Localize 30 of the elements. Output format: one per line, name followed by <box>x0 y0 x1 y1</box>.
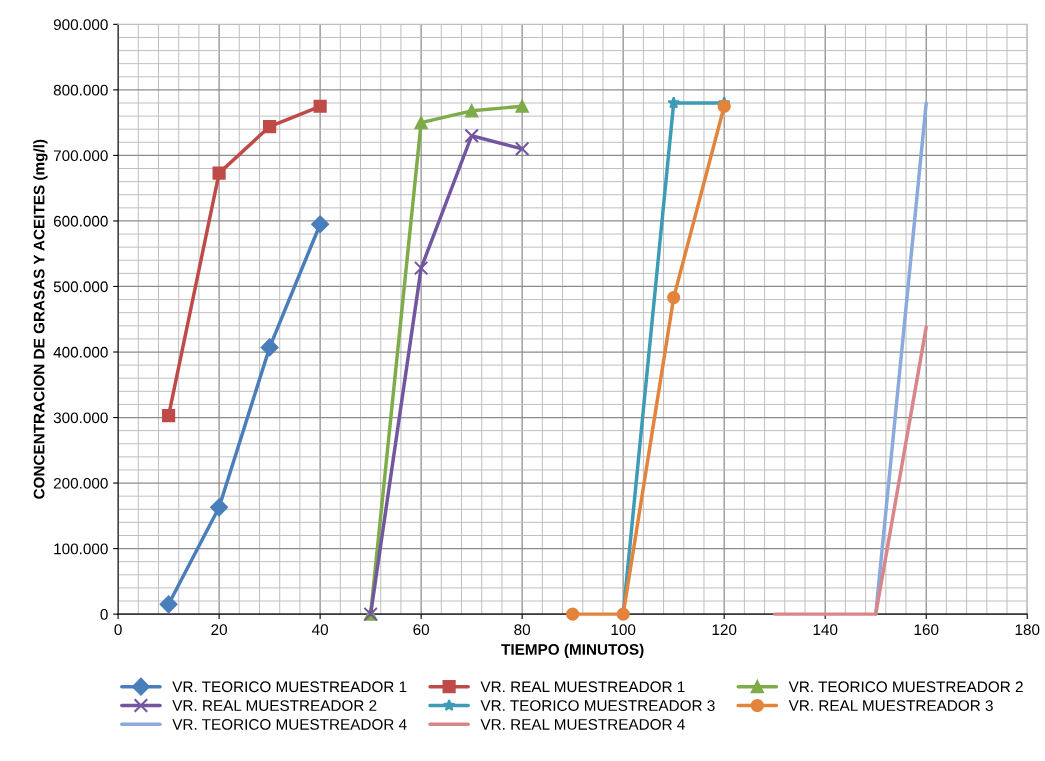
legend-label: VR. TEORICO MUESTREADOR 4 <box>172 719 407 730</box>
y-axis-title: CONCENTRACION DE GRASAS Y ACEITES (mg/l) <box>33 139 48 499</box>
x-tick-label: 140 <box>813 624 838 636</box>
x-tick-label: 20 <box>211 624 227 636</box>
legend-label: VR. TEORICO MUESTREADOR 3 <box>480 700 715 711</box>
legend-label: VR. REAL MUESTREADOR 1 <box>480 681 685 693</box>
x-tick-label: 40 <box>311 624 329 636</box>
legend-label: VR. REAL MUESTREADOR 3 <box>788 700 993 711</box>
y-tick-label: 500.000 <box>53 281 108 293</box>
legend-label: VR. TEORICO MUESTREADOR 2 <box>788 681 1023 693</box>
y-tick-label: 400.000 <box>53 346 108 358</box>
x-tick-label: 0 <box>114 624 122 636</box>
legend-label: VR. REAL MUESTREADOR 2 <box>172 700 377 711</box>
y-tick-label: 100.000 <box>54 543 108 555</box>
x-tick-label: 60 <box>413 624 430 636</box>
legend-label: VR. TEORICO MUESTREADOR 1 <box>172 681 407 693</box>
x-axis-title: TIEMPO (MINUTOS) <box>501 643 644 658</box>
x-tick-label: 100 <box>611 624 636 636</box>
y-tick-label: 600.000 <box>53 215 108 227</box>
y-tick-label: 900.000 <box>53 19 108 31</box>
legend-label: VR. REAL MUESTREADOR 4 <box>480 719 685 730</box>
x-tick-label: 120 <box>712 624 737 636</box>
y-tick-label: 700.000 <box>53 150 108 162</box>
x-tick-label: 180 <box>1015 624 1040 636</box>
y-tick-label: 300.000 <box>53 412 108 424</box>
y-tick-label: 800.000 <box>53 84 108 96</box>
x-tick-label: 160 <box>914 624 939 636</box>
x-tick-label: 80 <box>514 624 531 636</box>
y-tick-label: 0 <box>100 608 108 620</box>
y-tick-label: 200.000 <box>53 477 108 489</box>
